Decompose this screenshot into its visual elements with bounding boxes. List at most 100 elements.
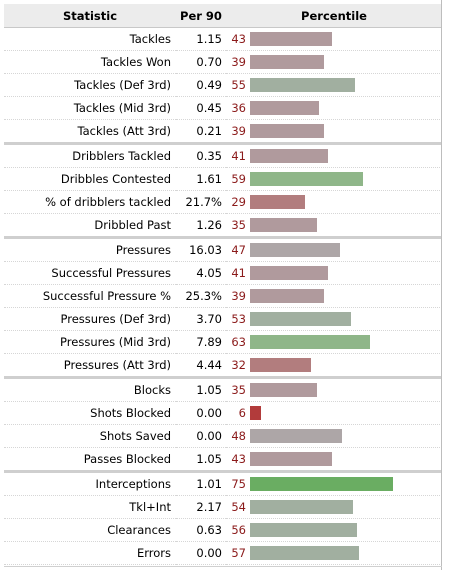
statistic-label: Dribbles Contested bbox=[4, 167, 176, 191]
percentile-value: 39 bbox=[231, 124, 246, 139]
percentile-cell: 56 bbox=[226, 518, 442, 542]
percentile-cell: 55 bbox=[226, 73, 442, 97]
percentile-cell: 32 bbox=[226, 353, 442, 378]
percentile-bar bbox=[250, 429, 342, 444]
header-per90[interactable]: Per 90 bbox=[176, 4, 226, 28]
percentile-cell: 29 bbox=[226, 190, 442, 214]
percentile-cell: 6 bbox=[226, 401, 442, 425]
table-row: Shots Blocked 0.00 6 bbox=[4, 401, 442, 425]
percentile-value: 47 bbox=[231, 243, 246, 258]
per90-value: 0.21 bbox=[176, 119, 226, 144]
percentile-cell: 41 bbox=[226, 142, 442, 168]
percentile-cell: 53 bbox=[226, 307, 442, 331]
per90-value: 4.05 bbox=[176, 261, 226, 285]
per90-value: 1.26 bbox=[176, 213, 226, 238]
table-row: Dribbles Contested 1.61 59 bbox=[4, 167, 442, 191]
table-row: Dribbled Past 1.26 35 bbox=[4, 213, 442, 238]
statistic-label: Dribblers Tackled bbox=[4, 142, 176, 168]
percentile-bar bbox=[250, 266, 328, 281]
percentile-cell: 39 bbox=[226, 50, 442, 74]
percentile-cell: 39 bbox=[226, 119, 442, 144]
percentile-value: 41 bbox=[231, 266, 246, 281]
percentile-bar bbox=[250, 335, 370, 350]
per90-value: 0.70 bbox=[176, 50, 226, 74]
table-row: Pressures (Att 3rd) 4.44 32 bbox=[4, 353, 442, 378]
table-row: Shots Saved 0.00 48 bbox=[4, 424, 442, 448]
percentile-cell: 54 bbox=[226, 495, 442, 519]
per90-value: 4.44 bbox=[176, 353, 226, 378]
table-row: Pressures 16.03 47 bbox=[4, 236, 442, 262]
per90-value: 1.01 bbox=[176, 470, 226, 496]
statistic-label: Passes Blocked bbox=[4, 447, 176, 472]
percentile-value: 29 bbox=[231, 195, 246, 210]
percentile-bar bbox=[250, 383, 317, 398]
percentile-value: 56 bbox=[231, 523, 246, 538]
table-right-border bbox=[441, 0, 442, 570]
percentile-value: 75 bbox=[231, 477, 246, 492]
per90-value: 0.63 bbox=[176, 518, 226, 542]
per90-value: 16.03 bbox=[176, 236, 226, 262]
percentile-cell: 59 bbox=[226, 167, 442, 191]
per90-value: 0.00 bbox=[176, 541, 226, 565]
statistic-label: Tackles bbox=[4, 27, 176, 51]
table-row: Successful Pressures 4.05 41 bbox=[4, 261, 442, 285]
per90-value: 0.35 bbox=[176, 142, 226, 168]
statistic-label: Clearances bbox=[4, 518, 176, 542]
percentile-value: 39 bbox=[231, 289, 246, 304]
percentile-cell: 35 bbox=[226, 213, 442, 238]
percentile-bar bbox=[250, 477, 393, 492]
header-statistic[interactable]: Statistic bbox=[4, 4, 176, 28]
statistic-label: Pressures (Mid 3rd) bbox=[4, 330, 176, 354]
statistic-label: Tackles (Def 3rd) bbox=[4, 73, 176, 97]
percentile-cell: 47 bbox=[226, 236, 442, 262]
percentile-value: 59 bbox=[231, 172, 246, 187]
percentile-value: 6 bbox=[238, 406, 246, 421]
percentile-value: 48 bbox=[231, 429, 246, 444]
table-row: Errors 0.00 57 bbox=[4, 541, 442, 565]
per90-value: 7.89 bbox=[176, 330, 226, 354]
percentile-value: 35 bbox=[231, 383, 246, 398]
statistic-label: Shots Saved bbox=[4, 424, 176, 448]
statistic-label: % of dribblers tackled bbox=[4, 190, 176, 214]
scouting-report-table: Statistic Per 90 Percentile Tackles 1.15 4… bbox=[4, 4, 442, 565]
statistic-label: Blocks bbox=[4, 376, 176, 402]
per90-value: 0.45 bbox=[176, 96, 226, 120]
table-row: Tackles 1.15 43 bbox=[4, 27, 442, 51]
per90-value: 21.7% bbox=[176, 190, 226, 214]
per90-value: 1.15 bbox=[176, 27, 226, 51]
percentile-value: 35 bbox=[231, 218, 246, 233]
per90-value: 1.05 bbox=[176, 447, 226, 472]
percentile-value: 43 bbox=[231, 32, 246, 47]
table-bottom-border bbox=[4, 566, 442, 567]
table-row: Tkl+Int 2.17 54 bbox=[4, 495, 442, 519]
per90-value: 0.00 bbox=[176, 401, 226, 425]
percentile-bar bbox=[250, 78, 355, 93]
percentile-bar bbox=[250, 358, 311, 373]
percentile-cell: 35 bbox=[226, 376, 442, 402]
percentile-cell: 57 bbox=[226, 541, 442, 565]
table-row: Tackles (Mid 3rd) 0.45 36 bbox=[4, 96, 442, 120]
table-row: Pressures (Def 3rd) 3.70 53 bbox=[4, 307, 442, 331]
percentile-cell: 63 bbox=[226, 330, 442, 354]
percentile-bar bbox=[250, 101, 319, 116]
percentile-bar bbox=[250, 172, 363, 187]
percentile-value: 54 bbox=[231, 500, 246, 515]
statistic-label: Pressures (Def 3rd) bbox=[4, 307, 176, 331]
percentile-bar bbox=[250, 55, 324, 70]
percentile-value: 55 bbox=[231, 78, 246, 93]
percentile-value: 43 bbox=[231, 452, 246, 467]
statistic-label: Dribbled Past bbox=[4, 213, 176, 238]
percentile-value: 57 bbox=[231, 546, 246, 561]
statistic-label: Interceptions bbox=[4, 470, 176, 496]
statistic-label: Pressures (Att 3rd) bbox=[4, 353, 176, 378]
percentile-bar bbox=[250, 406, 261, 421]
header-percentile[interactable]: Percentile bbox=[226, 4, 442, 28]
percentile-bar bbox=[250, 500, 353, 515]
percentile-bar bbox=[250, 124, 324, 139]
percentile-cell: 43 bbox=[226, 447, 442, 472]
percentile-bar bbox=[250, 546, 359, 561]
per90-value: 1.61 bbox=[176, 167, 226, 191]
table-row: Dribblers Tackled 0.35 41 bbox=[4, 142, 442, 168]
header-row: Statistic Per 90 Percentile bbox=[4, 4, 442, 28]
table-row: Pressures (Mid 3rd) 7.89 63 bbox=[4, 330, 442, 354]
